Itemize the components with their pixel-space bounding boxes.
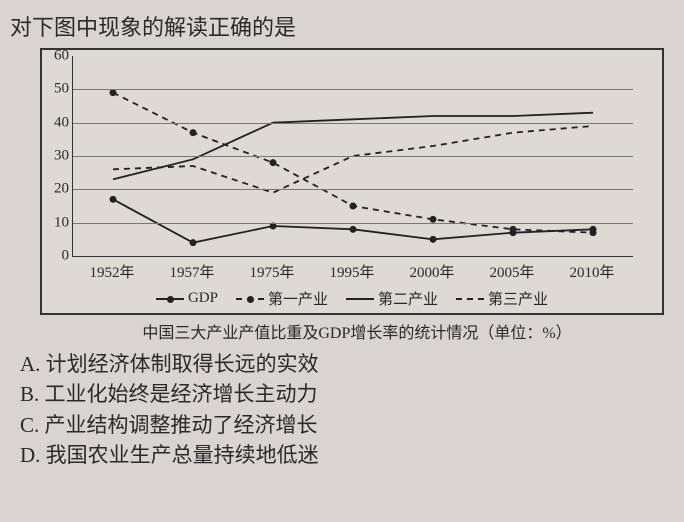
option-A[interactable]: A. 计划经济体制取得长远的实效	[20, 349, 674, 379]
y-tick-label: 40	[45, 114, 69, 131]
legend-label: GDP	[188, 290, 218, 307]
answer-options: A. 计划经济体制取得长远的实效B. 工业化始终是经济增长主动力C. 产业结构调…	[20, 349, 674, 471]
gridline	[73, 156, 633, 157]
x-tick-label: 2005年	[472, 257, 552, 282]
x-tick-label: 1957年	[152, 257, 232, 282]
legend-label: 第三产业	[488, 288, 548, 309]
question-stem: 对下图中现象的解读正确的是	[10, 10, 674, 42]
option-B[interactable]: B. 工业化始终是经济增长主动力	[20, 379, 674, 409]
legend-item: GDP	[156, 288, 218, 309]
series-marker	[190, 129, 197, 136]
y-tick-label: 50	[45, 81, 69, 98]
chart-legend: GDP 第一产业 第二产业 第三产业	[52, 288, 652, 309]
y-tick-label: 20	[45, 181, 69, 198]
plot-area: 0102030405060	[72, 56, 633, 257]
gridline	[73, 223, 633, 224]
x-tick-label: 1952年	[72, 257, 152, 282]
option-D[interactable]: D. 我国农业生产总量持续地低迷	[20, 440, 674, 470]
series-marker	[590, 229, 597, 236]
legend-label: 第一产业	[268, 288, 328, 309]
x-tick-label: 1975年	[232, 257, 312, 282]
legend-line-icon	[156, 298, 184, 300]
y-tick-label: 30	[45, 148, 69, 165]
series-marker	[510, 226, 517, 233]
y-tick-label: 0	[45, 248, 69, 265]
series-marker	[270, 159, 277, 166]
legend-item: 第二产业	[346, 288, 438, 309]
legend-marker-icon	[247, 296, 254, 303]
legend-item: 第一产业	[236, 288, 328, 309]
series-第一产业	[113, 93, 593, 233]
series-marker	[350, 203, 357, 210]
series-marker	[350, 226, 357, 233]
y-tick-label: 60	[45, 48, 69, 65]
gridline	[73, 123, 633, 124]
y-tick-label: 10	[45, 214, 69, 231]
legend-line-icon	[346, 298, 374, 300]
x-tick-label: 2010年	[552, 257, 632, 282]
chart-container: 0102030405060 1952年1957年1975年1995年2000年2…	[40, 48, 664, 315]
series-marker	[110, 196, 117, 203]
option-C[interactable]: C. 产业结构调整推动了经济增长	[20, 410, 674, 440]
chart-caption: 中国三大产业产值比重及GDP增长率的统计情况（单位：%）	[40, 319, 674, 343]
legend-line-icon	[236, 298, 264, 300]
series-第三产业	[113, 126, 593, 193]
x-axis-labels: 1952年1957年1975年1995年2000年2005年2010年	[72, 257, 632, 282]
legend-marker-icon	[167, 296, 174, 303]
series-marker	[190, 239, 197, 246]
gridline	[73, 189, 633, 190]
x-tick-label: 1995年	[312, 257, 392, 282]
legend-item: 第三产业	[456, 288, 548, 309]
series-marker	[430, 236, 437, 243]
x-tick-label: 2000年	[392, 257, 472, 282]
legend-line-icon	[456, 298, 484, 300]
gridline	[73, 89, 633, 90]
legend-label: 第二产业	[378, 288, 438, 309]
